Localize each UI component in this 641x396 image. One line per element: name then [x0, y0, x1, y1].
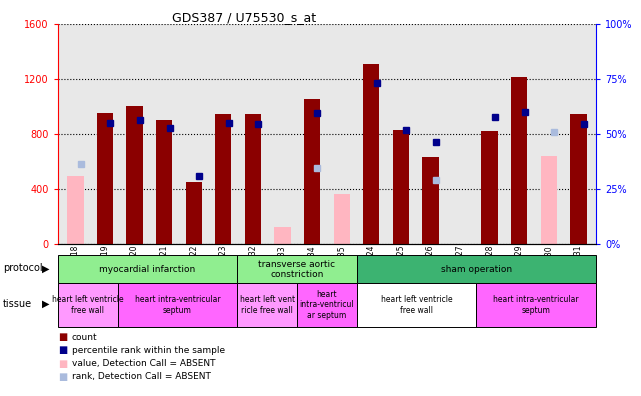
Bar: [363, 64, 379, 244]
Text: ■: ■: [58, 332, 67, 343]
Text: ▶: ▶: [42, 299, 50, 309]
Bar: [237, 255, 357, 283]
Text: GDS387 / U75530_s_at: GDS387 / U75530_s_at: [172, 11, 315, 24]
Bar: [333, 194, 350, 244]
Bar: [156, 120, 172, 244]
Bar: [570, 114, 587, 244]
Bar: [357, 255, 596, 283]
Bar: [186, 182, 202, 244]
Bar: [393, 129, 409, 244]
Text: protocol: protocol: [3, 263, 43, 274]
Text: heart intra-ventricular
septum: heart intra-ventricular septum: [494, 295, 579, 314]
Bar: [97, 113, 113, 244]
Bar: [476, 283, 596, 327]
Bar: [67, 176, 83, 244]
Bar: [511, 77, 528, 244]
Bar: [215, 114, 231, 244]
Text: ■: ■: [58, 371, 67, 382]
Text: ■: ■: [58, 345, 67, 356]
Text: rank, Detection Call = ABSENT: rank, Detection Call = ABSENT: [72, 372, 211, 381]
Text: percentile rank within the sample: percentile rank within the sample: [72, 346, 225, 355]
Bar: [58, 255, 237, 283]
Text: transverse aortic
constriction: transverse aortic constriction: [258, 260, 335, 279]
Bar: [297, 283, 357, 327]
Bar: [357, 283, 476, 327]
Text: heart intra-ventricular
septum: heart intra-ventricular septum: [135, 295, 220, 314]
Bar: [126, 106, 143, 244]
Text: heart left vent
ricle free wall: heart left vent ricle free wall: [240, 295, 295, 314]
Text: value, Detection Call = ABSENT: value, Detection Call = ABSENT: [72, 359, 215, 368]
Bar: [422, 157, 438, 244]
Text: heart
intra-ventricul
ar septum: heart intra-ventricul ar septum: [299, 290, 354, 320]
Text: heart left ventricle
free wall: heart left ventricle free wall: [381, 295, 453, 314]
Bar: [274, 227, 290, 244]
Text: count: count: [72, 333, 97, 342]
Bar: [481, 131, 498, 244]
Bar: [58, 283, 117, 327]
Text: tissue: tissue: [3, 299, 32, 309]
Text: myocardial infarction: myocardial infarction: [99, 265, 196, 274]
Bar: [245, 114, 261, 244]
Text: ■: ■: [58, 358, 67, 369]
Text: ▶: ▶: [42, 263, 50, 274]
Bar: [237, 283, 297, 327]
Text: sham operation: sham operation: [441, 265, 512, 274]
Bar: [117, 283, 237, 327]
Bar: [304, 99, 320, 244]
Text: heart left ventricle
free wall: heart left ventricle free wall: [52, 295, 124, 314]
Bar: [540, 156, 557, 244]
